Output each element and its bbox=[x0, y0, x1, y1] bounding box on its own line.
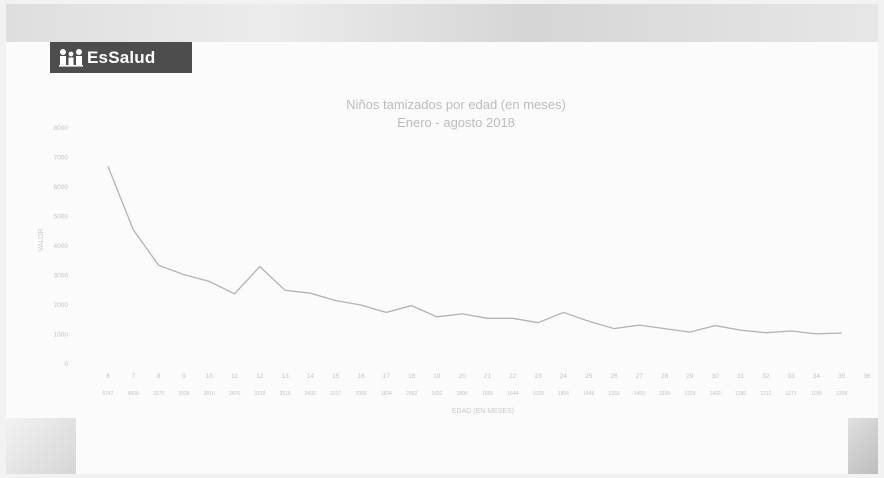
x-tick-label: 36 bbox=[863, 373, 871, 380]
y-axis-ticks: 0 1000 2000 3000 4000 5000 6000 7000 8000 bbox=[54, 125, 69, 368]
x-tick-label: 32 bbox=[762, 373, 770, 380]
chart-subtitle: Enero - agosto 2018 bbox=[397, 115, 515, 130]
x-tick-label: 6 bbox=[106, 373, 110, 380]
corner-shade-left bbox=[6, 418, 76, 474]
value-label: 1449 bbox=[583, 391, 594, 397]
value-label: 1529 bbox=[533, 391, 544, 397]
value-label: 2090 bbox=[355, 391, 366, 397]
corner-shade-right bbox=[848, 418, 878, 474]
x-tick-label: 11 bbox=[231, 373, 238, 380]
essalud-logo: EsSalud bbox=[50, 42, 192, 73]
x-tick-label: 31 bbox=[737, 373, 745, 380]
x-tick-label: 26 bbox=[610, 373, 618, 380]
value-label: 1190 bbox=[811, 391, 822, 397]
x-axis-label: EDAD (EN MESES) bbox=[452, 408, 514, 415]
x-tick-label: 7 bbox=[131, 373, 135, 380]
value-label: 1854 bbox=[558, 391, 569, 397]
value-label: 1459 bbox=[634, 391, 645, 397]
y-tick-label: 4000 bbox=[54, 243, 69, 250]
value-labels: 6747 4608 3375 3028 2816 2476 3318 2516 2432 2217… bbox=[102, 391, 847, 397]
y-tick-label: 8000 bbox=[54, 125, 69, 132]
y-tick-label: 1000 bbox=[54, 332, 69, 339]
value-label: 1330 bbox=[608, 391, 619, 397]
family-figures-icon bbox=[59, 48, 83, 67]
x-tick-label: 29 bbox=[686, 373, 694, 380]
value-label: 1644 bbox=[507, 391, 518, 397]
y-tick-label: 6000 bbox=[54, 184, 69, 191]
value-label: 1229 bbox=[684, 391, 695, 397]
x-tick-label: 18 bbox=[408, 373, 416, 380]
x-tick-label: 10 bbox=[206, 373, 214, 380]
y-tick-label: 5000 bbox=[54, 214, 69, 221]
x-tick-label: 23 bbox=[534, 373, 542, 380]
y-tick-label: 0 bbox=[64, 361, 68, 368]
value-label: 2432 bbox=[305, 391, 316, 397]
series-line bbox=[107, 166, 842, 335]
x-tick-label: 19 bbox=[433, 373, 441, 380]
y-tick-label: 2000 bbox=[54, 302, 69, 309]
y-tick-label: 3000 bbox=[54, 273, 69, 280]
value-label: 3375 bbox=[153, 391, 164, 397]
top-band bbox=[6, 4, 878, 42]
value-label: 4608 bbox=[128, 391, 139, 397]
x-tick-label: 20 bbox=[459, 373, 467, 380]
x-tick-label: 28 bbox=[661, 373, 669, 380]
value-label: 1339 bbox=[659, 391, 670, 397]
x-tick-label: 35 bbox=[838, 373, 846, 380]
value-label: 1286 bbox=[735, 391, 746, 397]
x-tick-label: 33 bbox=[787, 373, 795, 380]
x-tick-label: 9 bbox=[182, 373, 186, 380]
x-tick-label: 8 bbox=[157, 373, 161, 380]
y-tick-label: 7000 bbox=[54, 155, 69, 162]
x-tick-label: 17 bbox=[383, 373, 391, 380]
value-label: 1208 bbox=[836, 391, 847, 397]
value-label: 3318 bbox=[254, 391, 265, 397]
x-tick-label: 15 bbox=[332, 373, 340, 380]
value-label: 2217 bbox=[330, 391, 341, 397]
x-tick-label: 13 bbox=[281, 373, 289, 380]
value-label: 2516 bbox=[280, 391, 291, 397]
x-tick-label: 25 bbox=[585, 373, 593, 380]
x-tick-label: 12 bbox=[256, 373, 264, 380]
chart-title: Niños tamizados por edad (en meses) bbox=[346, 97, 566, 112]
value-label: 2062 bbox=[406, 391, 417, 397]
x-tick-label: 30 bbox=[712, 373, 720, 380]
x-axis-ticks: 6 7 8 9 10 11 12 13 14 15 16 17 18 19 20 21 22 23 24 25 26 27… bbox=[106, 373, 871, 380]
x-tick-label: 24 bbox=[560, 373, 568, 380]
x-tick-label: 21 bbox=[484, 373, 492, 380]
value-label: 1800 bbox=[457, 391, 468, 397]
x-tick-label: 14 bbox=[307, 373, 315, 380]
value-label: 1834 bbox=[381, 391, 392, 397]
value-label: 1659 bbox=[482, 391, 493, 397]
value-label: 3028 bbox=[178, 391, 189, 397]
value-label: 2476 bbox=[229, 391, 240, 397]
value-label: 1402 bbox=[710, 391, 721, 397]
x-tick-label: 16 bbox=[357, 373, 365, 380]
value-label: 2816 bbox=[204, 391, 215, 397]
slide: EsSalud bbox=[6, 4, 878, 474]
value-label: 1692 bbox=[431, 391, 442, 397]
value-label: 1271 bbox=[786, 391, 797, 397]
x-tick-label: 22 bbox=[509, 373, 517, 380]
x-tick-label: 27 bbox=[636, 373, 644, 380]
logo-text: EsSalud bbox=[87, 47, 156, 67]
value-label: 6747 bbox=[102, 391, 113, 397]
value-label: 1212 bbox=[760, 391, 771, 397]
y-axis-label: VALOR bbox=[38, 228, 45, 251]
x-tick-label: 34 bbox=[813, 373, 821, 380]
